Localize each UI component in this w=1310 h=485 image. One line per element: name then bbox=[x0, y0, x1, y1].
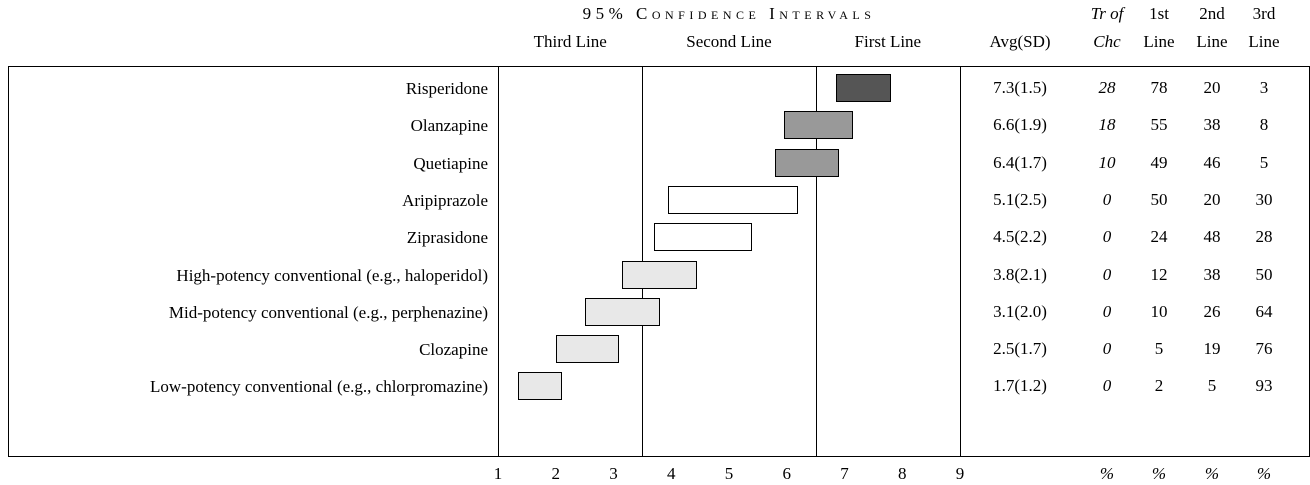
chart-title: 95% Confidence Intervals bbox=[582, 4, 876, 23]
row-label: Risperidone bbox=[405, 79, 488, 98]
table-cell: 6.6(1.9) bbox=[993, 115, 1047, 135]
table-cell: 0 bbox=[1102, 301, 1112, 321]
table-cell: 2.5(1.7) bbox=[993, 339, 1047, 359]
table-cell: 3 bbox=[1259, 78, 1269, 97]
column-header: Line bbox=[1196, 32, 1228, 51]
table-cell: 10 bbox=[1098, 152, 1116, 172]
row-label: Quetiapine bbox=[413, 153, 488, 173]
table-cell: 5.1(2.5) bbox=[993, 189, 1047, 209]
table-cell: 50 bbox=[1255, 264, 1273, 284]
table-cell: 93 bbox=[1255, 376, 1273, 396]
row-label: High-potency conventional (e.g., haloper… bbox=[176, 265, 488, 285]
x-tick-label: 8 bbox=[898, 464, 907, 483]
table-cell: 8 bbox=[1259, 115, 1269, 135]
row-label: Mid-potency conventional (e.g., perphena… bbox=[168, 302, 488, 322]
interval-bar bbox=[584, 297, 660, 326]
frame-top bbox=[8, 66, 1310, 67]
table-cell: 3.8(2.1) bbox=[993, 264, 1047, 284]
row-label: Clozapine bbox=[419, 340, 488, 360]
x-tick-label: 7 bbox=[840, 464, 849, 483]
table-cell: 0 bbox=[1102, 264, 1112, 284]
x-tick-label: 2 bbox=[551, 464, 561, 483]
x-tick-label: 3 bbox=[609, 464, 618, 483]
table-cell: 55 bbox=[1150, 115, 1168, 135]
table-cell: 78 bbox=[1150, 78, 1168, 97]
axis-left bbox=[498, 66, 499, 456]
table-cell: 28 bbox=[1098, 78, 1116, 97]
table-cell: 64 bbox=[1255, 301, 1273, 321]
interval-bar bbox=[555, 335, 620, 364]
unit-label: % bbox=[1151, 464, 1167, 483]
table-cell: 20 bbox=[1203, 78, 1221, 97]
table-cell: 49 bbox=[1150, 152, 1168, 172]
table-cell: 4.5(2.2) bbox=[993, 227, 1047, 247]
table-cell: 26 bbox=[1203, 301, 1221, 321]
column-header: Chc bbox=[1093, 32, 1121, 51]
column-header: 2nd bbox=[1199, 4, 1225, 23]
table-cell: 6.4(1.7) bbox=[993, 152, 1047, 172]
zone-label: Second Line bbox=[686, 32, 772, 51]
table-cell: 48 bbox=[1203, 227, 1221, 247]
frame-bottom bbox=[8, 456, 1310, 457]
interval-bar bbox=[622, 260, 698, 289]
zone-label: First Line bbox=[854, 32, 922, 51]
table-cell: 76 bbox=[1255, 339, 1273, 359]
table-cell: 3.1(2.0) bbox=[993, 301, 1047, 321]
table-cell: 38 bbox=[1203, 264, 1221, 284]
unit-label: % bbox=[1256, 464, 1272, 483]
column-header: Tr of bbox=[1090, 4, 1124, 23]
column-header: 3rd bbox=[1252, 4, 1276, 23]
table-cell: 0 bbox=[1102, 339, 1112, 359]
axis-right bbox=[960, 66, 961, 456]
table-cell: 7.3(1.5) bbox=[993, 78, 1047, 97]
column-header: Line bbox=[1143, 32, 1175, 51]
row-label: Ziprasidone bbox=[406, 228, 488, 248]
table-cell: 1.7(1.2) bbox=[993, 376, 1047, 396]
frame-left bbox=[8, 66, 9, 456]
interval-bar bbox=[775, 148, 839, 177]
table-cell: 2 bbox=[1154, 376, 1164, 396]
table-cell: 12 bbox=[1150, 264, 1168, 284]
unit-label: % bbox=[1099, 464, 1115, 483]
interval-bar bbox=[653, 223, 753, 252]
table-cell: 5 bbox=[1207, 376, 1217, 396]
table-cell: 46 bbox=[1203, 152, 1221, 172]
x-tick-label: 6 bbox=[782, 464, 792, 483]
x-tick-label: 9 bbox=[955, 464, 965, 483]
table-cell: 24 bbox=[1150, 227, 1168, 247]
table-cell: 18 bbox=[1098, 115, 1116, 135]
column-header: Avg(SD) bbox=[989, 32, 1051, 51]
interval-bar bbox=[835, 74, 891, 102]
row-label: Low-potency conventional (e.g., chlorpro… bbox=[150, 377, 488, 397]
table-cell: 38 bbox=[1203, 115, 1221, 135]
zone-line bbox=[815, 66, 817, 456]
table-cell: 5 bbox=[1259, 152, 1269, 172]
table-cell: 0 bbox=[1102, 376, 1112, 396]
row-label: Olanzapine bbox=[410, 116, 488, 136]
table-cell: 0 bbox=[1102, 189, 1112, 209]
unit-label: % bbox=[1204, 464, 1220, 483]
table-cell: 0 bbox=[1102, 227, 1112, 247]
table-cell: 19 bbox=[1203, 339, 1221, 359]
table-cell: 10 bbox=[1150, 301, 1168, 321]
interval-bar bbox=[668, 185, 799, 214]
table-cell: 30 bbox=[1255, 189, 1273, 209]
table-cell: 20 bbox=[1203, 189, 1221, 209]
interval-bar bbox=[783, 111, 854, 140]
table-cell: 50 bbox=[1150, 189, 1168, 209]
x-tick-label: 5 bbox=[724, 464, 734, 483]
row-label: Aripiprazole bbox=[402, 190, 488, 210]
zone-label: Third Line bbox=[533, 32, 607, 51]
x-tick-label: 4 bbox=[667, 464, 676, 483]
table-cell: 28 bbox=[1255, 227, 1273, 247]
column-header: 1st bbox=[1149, 4, 1169, 23]
x-tick-label: 1 bbox=[493, 464, 503, 483]
column-header: Line bbox=[1248, 32, 1280, 51]
table-cell: 5 bbox=[1154, 339, 1164, 359]
interval-bar bbox=[518, 372, 562, 401]
